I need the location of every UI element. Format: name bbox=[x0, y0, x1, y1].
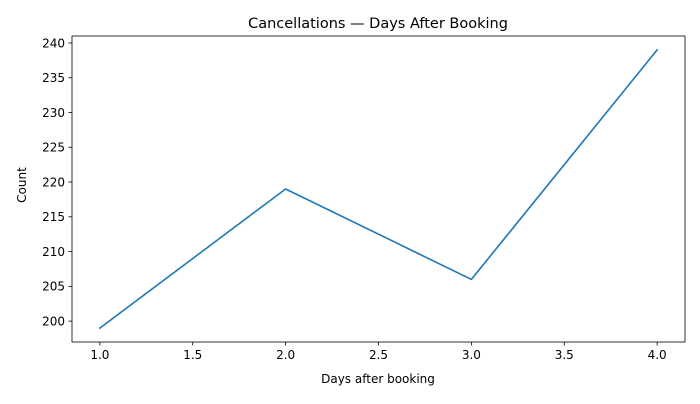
y-tick-label: 230 bbox=[42, 106, 65, 120]
y-tick-label: 220 bbox=[42, 175, 65, 189]
y-tick-label: 215 bbox=[42, 210, 65, 224]
x-tick-label: 2.5 bbox=[369, 348, 388, 362]
y-tick-label: 235 bbox=[42, 71, 65, 85]
x-tick-label: 3.0 bbox=[462, 348, 481, 362]
y-tick-label: 225 bbox=[42, 141, 65, 155]
x-tick-label: 2.0 bbox=[276, 348, 295, 362]
y-tick-label: 240 bbox=[42, 36, 65, 50]
chart-title: Cancellations — Days After Booking bbox=[248, 16, 508, 32]
x-tick-label: 1.0 bbox=[90, 348, 109, 362]
x-axis-label: Days after booking bbox=[321, 372, 435, 386]
y-tick-label: 210 bbox=[42, 245, 65, 259]
y-axis-label: Count bbox=[15, 167, 29, 203]
y-tick-label: 205 bbox=[42, 280, 65, 294]
x-tick-label: 4.0 bbox=[648, 348, 667, 362]
y-tick-label: 200 bbox=[42, 314, 65, 328]
x-tick-label: 3.5 bbox=[555, 348, 574, 362]
x-tick-label: 1.5 bbox=[183, 348, 202, 362]
